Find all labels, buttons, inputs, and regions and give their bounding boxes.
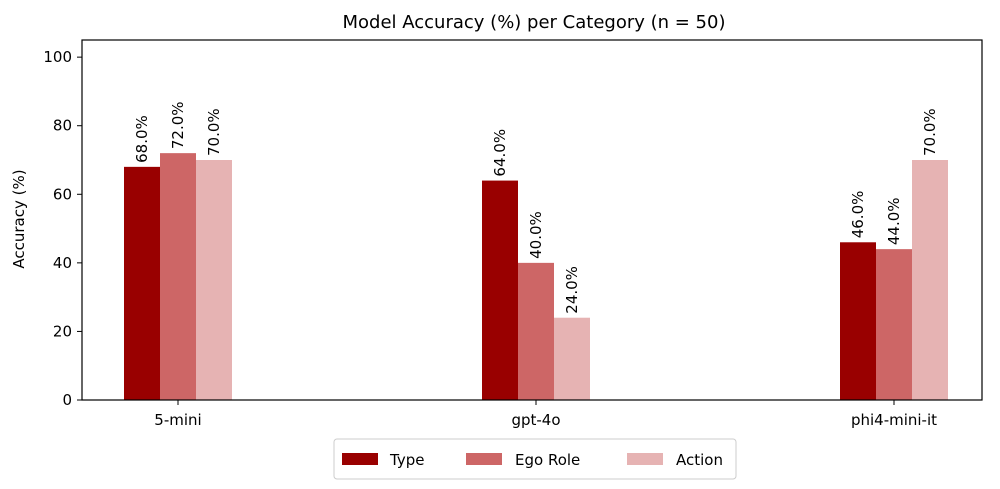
x-tick-label: 5-mini [154, 411, 201, 429]
y-tick-label: 80 [53, 117, 72, 135]
data-label: 72.0% [169, 101, 187, 149]
bar-gpt-4o-type [482, 180, 518, 400]
data-label: 40.0% [527, 211, 545, 259]
legend-box [333, 438, 737, 480]
y-tick-label: 60 [53, 185, 72, 203]
y-axis-title: Accuracy (%) [10, 169, 28, 268]
bar-gpt-4o-ego-role [518, 262, 554, 400]
bar-phi4-mini-it-action [912, 160, 948, 400]
x-tick-label: gpt-4o [511, 411, 560, 429]
data-label: 24.0% [563, 266, 581, 314]
legend-swatch-ego-role [466, 453, 502, 465]
axes-layer: 5-minigpt-4ophi4-mini-itmistral-7B03gemm… [43, 39, 983, 429]
legend-label: Ego Role [515, 451, 580, 469]
legend: Type Ego Role Action [333, 438, 737, 480]
bar-5-mini-type [124, 166, 160, 400]
bars-layer [124, 153, 948, 400]
bar-gpt-4o-action [554, 317, 590, 400]
data-labels-layer: 68.0% 72.0% 70.0% 64.0% 40.0% 24.0% 46.0% 44.0%… [133, 101, 939, 314]
data-label: 70.0% [921, 108, 939, 156]
chart-title: Model Accuracy (%) per Category (n = 50) [343, 12, 726, 33]
x-tick-label: phi4-mini-it [851, 411, 937, 429]
y-tick-label: 40 [53, 254, 72, 272]
plot-frame [81, 39, 983, 401]
legend-label: Type [389, 451, 424, 469]
data-label: 70.0% [205, 108, 223, 156]
bar-phi4-mini-it-ego-role [876, 249, 912, 400]
y-tick-label: 100 [43, 48, 72, 66]
bar-5-mini-ego-role [160, 153, 196, 400]
data-label: 44.0% [885, 197, 903, 245]
bar-5-mini-action [196, 160, 232, 400]
data-label: 64.0% [491, 129, 509, 177]
legend-swatch-action [627, 453, 663, 465]
y-tick-label: 20 [53, 322, 72, 340]
legend-label: Action [676, 451, 723, 469]
data-label: 68.0% [133, 115, 151, 163]
legend-swatch-type [342, 453, 378, 465]
y-tick-label: 0 [62, 391, 72, 409]
data-label: 46.0% [849, 191, 867, 239]
bar-phi4-mini-it-type [840, 242, 876, 400]
